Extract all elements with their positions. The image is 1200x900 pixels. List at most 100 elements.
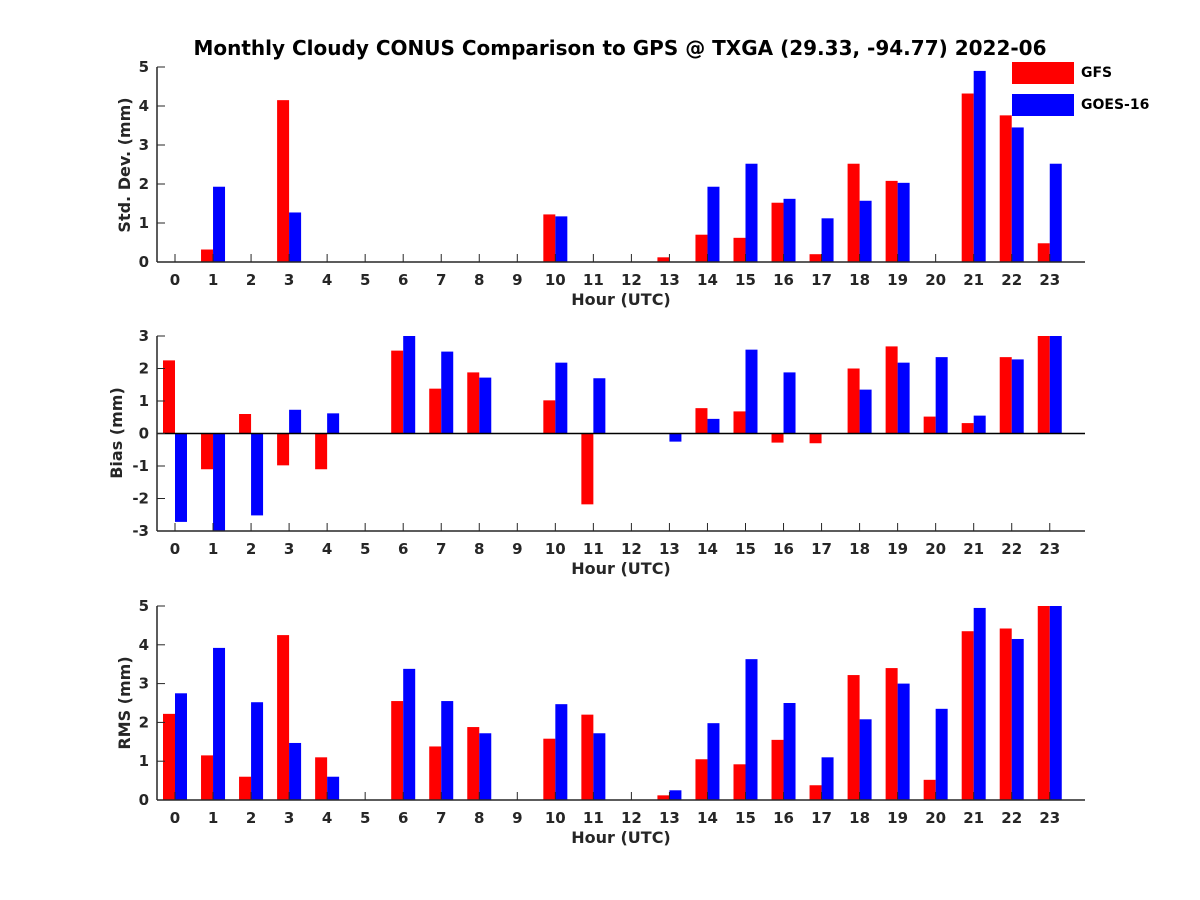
x-tick-label: 19 [887,809,908,827]
x-tick-label: 8 [474,540,484,558]
y-tick-label: 1 [139,214,149,232]
bar-goes16-hour-3 [289,409,302,434]
x-tick-label: 20 [925,271,946,289]
x-tick-label: 4 [322,271,332,289]
bar-goes16-hour-7 [441,351,454,434]
x-tick-label: 17 [811,271,832,289]
legend-label-goes16: GOES-16 [1081,97,1150,113]
bar-goes16-hour-15 [745,659,758,800]
bar-goes16-hour-22 [1011,359,1024,434]
y-axis-label: Bias (mm) [107,387,126,479]
x-tick-label: 22 [1001,809,1022,827]
bar-goes16-hour-16 [783,703,796,800]
x-tick-label: 21 [963,809,984,827]
x-tick-label: 3 [284,271,294,289]
x-tick-label: 0 [170,271,180,289]
bar-gfs-hour-19 [885,346,898,434]
bar-gfs-hour-22 [999,628,1012,800]
bar-goes16-hour-1 [213,433,226,531]
x-tick-label: 2 [246,271,256,289]
x-tick-label: 3 [284,809,294,827]
bar-goes16-hour-0 [175,693,187,800]
y-tick-label: 4 [139,636,149,654]
x-tick-label: 22 [1001,540,1022,558]
bar-gfs-hour-11 [581,714,594,800]
x-tick-label: 20 [925,809,946,827]
bar-goes16-hour-14 [707,186,720,262]
bar-gfs-hour-23 [1037,606,1050,800]
bar-gfs-hour-17 [809,785,822,800]
x-tick-label: 9 [512,540,522,558]
x-tick-label: 19 [887,271,908,289]
legend-label-gfs: GFS [1081,65,1113,81]
y-tick-label: 3 [139,675,149,693]
bar-goes16-hour-22 [1011,638,1024,800]
x-tick-label: 16 [773,809,794,827]
bar-gfs-hour-7 [429,746,442,800]
bar-gfs-hour-16 [771,433,784,443]
y-tick-label: 1 [139,752,149,770]
bar-goes16-hour-19 [897,362,910,434]
bar-goes16-hour-15 [745,349,758,434]
bar-gfs-hour-11 [581,433,594,505]
bar-gfs-hour-1 [201,249,214,262]
x-tick-label: 10 [545,271,566,289]
x-tick-label: 17 [811,809,832,827]
legend-item-goes16: GOES-16 [1012,94,1172,118]
x-tick-label: 14 [697,271,718,289]
x-tick-label: 12 [621,540,642,558]
bar-goes16-hour-14 [707,723,720,800]
bar-gfs-hour-13 [657,795,670,800]
x-tick-label: 5 [360,540,370,558]
x-tick-label: 7 [436,540,446,558]
y-tick-label: -3 [132,522,149,540]
bar-gfs-hour-8 [467,372,480,434]
y-axis-label: RMS (mm) [115,656,134,749]
y-tick-label: 5 [139,597,149,615]
y-tick-label: 2 [139,175,149,193]
x-axis-label: Hour (UTC) [571,559,671,578]
bar-gfs-hour-10 [543,214,556,262]
bar-gfs-hour-6 [391,701,404,800]
bar-goes16-hour-19 [897,182,910,262]
bar-goes16-hour-0 [175,433,187,522]
bar-goes16-hour-19 [897,683,910,800]
bar-goes16-hour-6 [403,668,416,800]
x-tick-label: 14 [697,809,718,827]
bar-gfs-hour-10 [543,738,556,800]
bar-goes16-hour-7 [441,701,454,800]
bar-goes16-hour-21 [973,415,986,434]
bar-goes16-hour-16 [783,198,796,262]
bar-goes16-hour-18 [859,389,872,434]
x-tick-label: 7 [436,271,446,289]
bar-goes16-hour-3 [289,742,302,800]
x-tick-label: 18 [849,271,870,289]
x-tick-label: 5 [360,809,370,827]
bar-gfs-hour-15 [733,411,746,434]
bar-gfs-hour-23 [1037,243,1050,262]
x-tick-label: 13 [659,271,680,289]
x-tick-label: 6 [398,809,408,827]
x-tick-label: 2 [246,809,256,827]
y-tick-label: 2 [139,360,149,378]
bar-goes16-hour-23 [1049,163,1062,262]
x-tick-label: 9 [512,271,522,289]
bar-gfs-hour-8 [467,727,480,800]
x-tick-label: 4 [322,809,332,827]
x-tick-label: 12 [621,271,642,289]
legend-item-gfs: GFS [1012,62,1172,86]
bar-gfs-hour-7 [429,388,442,434]
y-tick-label: 0 [139,791,149,809]
x-tick-label: 14 [697,540,718,558]
x-tick-label: 15 [735,271,756,289]
bar-gfs-hour-22 [999,115,1012,262]
bar-goes16-hour-23 [1049,606,1062,800]
x-tick-label: 3 [284,540,294,558]
bar-goes16-hour-20 [935,357,948,434]
bar-gfs-hour-3 [277,635,290,800]
x-tick-label: 17 [811,540,832,558]
bar-goes16-hour-3 [289,212,302,262]
figure-title: Monthly Cloudy CONUS Comparison to GPS @… [193,36,1047,60]
x-tick-label: 0 [170,540,180,558]
